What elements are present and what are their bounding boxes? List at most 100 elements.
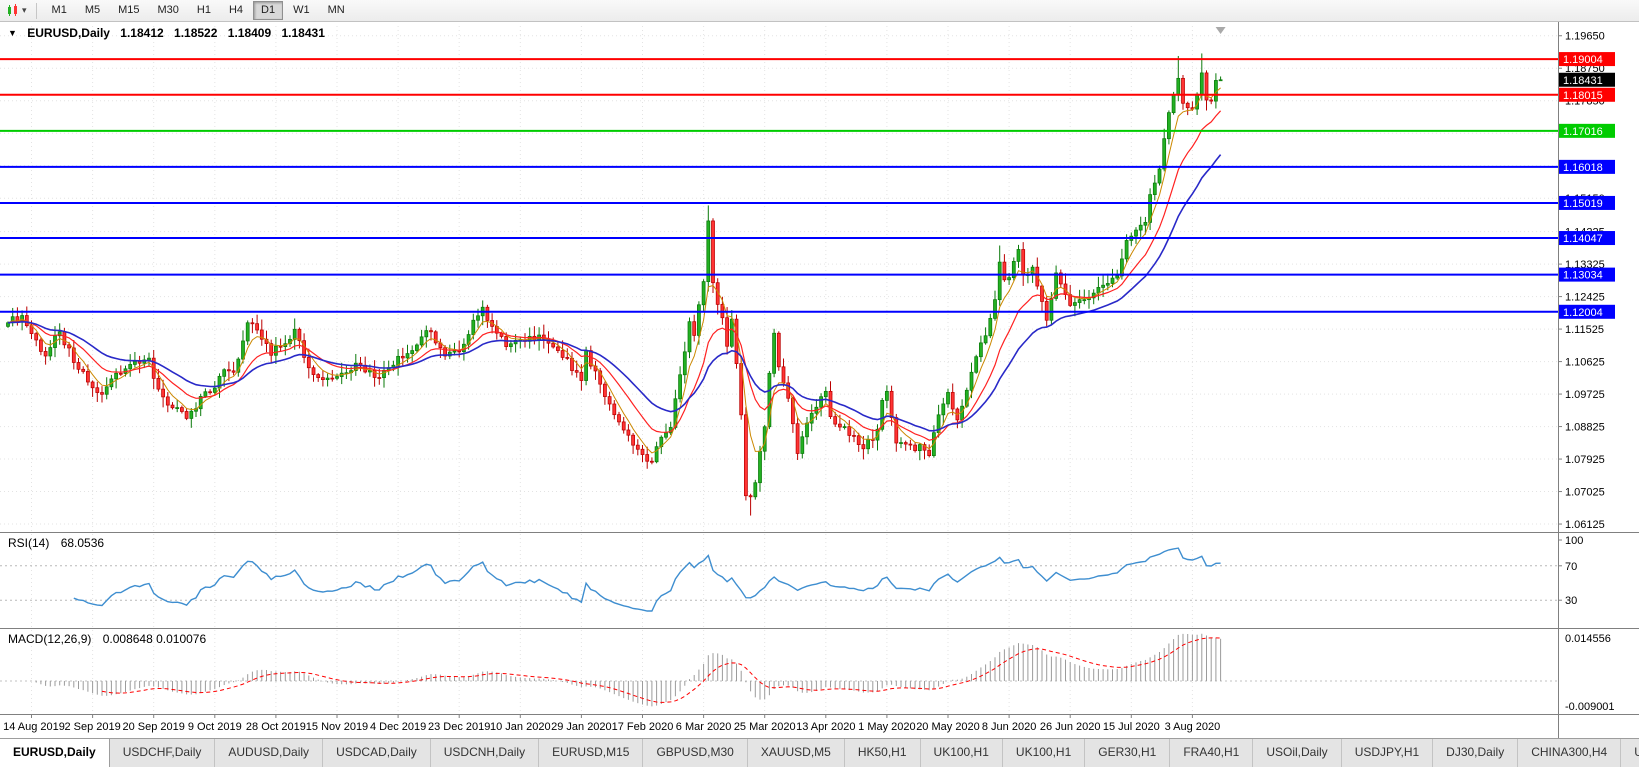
chart-type-icon[interactable]	[6, 3, 20, 18]
chart-tab-usdcnh-daily[interactable]: USDCNH,Daily	[431, 739, 540, 767]
toolbar-dropdown-caret-icon[interactable]: ▾	[22, 5, 27, 15]
chart-tab-usdcad-daily[interactable]: USDCAD,Daily	[323, 739, 431, 767]
timeframe-button-M5[interactable]: M5	[77, 1, 108, 20]
rsi-indicator-value: 68.0536	[60, 536, 105, 550]
svg-text:70: 70	[1565, 561, 1577, 573]
rsi-panel-label: RSI(14) 68.0536	[8, 536, 112, 550]
ma-26-line	[7, 154, 1222, 432]
price-badge-1.16018	[1559, 159, 1615, 174]
chart-tabs-bar: EURUSD,Daily USDCHF,Daily AUDUSD,Daily USDC…	[0, 738, 1639, 767]
chart-tab-eurusd-m15[interactable]: EURUSD,M15	[539, 739, 644, 767]
chart-tab-audusd-daily[interactable]: AUDUSD,Daily	[215, 739, 324, 767]
timeframe-button-W1[interactable]: W1	[285, 1, 318, 20]
top-toolbar: ▾ M1 M5 M15 M30 H1 H4 D1 W1 MN	[0, 0, 1639, 22]
toolbar-separator	[35, 2, 37, 19]
svg-text:1.15019: 1.15019	[1563, 198, 1603, 210]
svg-text:0.014556: 0.014556	[1565, 633, 1611, 645]
macd-panel-label: MACD(12,26,9) 0.008648 0.010076	[8, 632, 214, 646]
macd-histogram	[35, 633, 1222, 707]
price-badge-1.19004	[1559, 52, 1615, 67]
svg-text:1.07025: 1.07025	[1565, 487, 1605, 499]
ohlc-low: 1.18409	[227, 26, 272, 40]
timeframe-button-D1[interactable]: D1	[253, 1, 284, 20]
svg-text:13 Apr 2020: 13 Apr 2020	[796, 721, 855, 733]
svg-text:10 Jan 2020: 10 Jan 2020	[490, 721, 551, 733]
svg-text:4 Dec 2019: 4 Dec 2019	[370, 721, 426, 733]
svg-text:29 Jan 2020: 29 Jan 2020	[551, 721, 612, 733]
svg-text:1.11525: 1.11525	[1565, 324, 1604, 336]
svg-text:9 Oct 2019: 9 Oct 2019	[188, 721, 242, 733]
price-badge-1.14047	[1559, 231, 1615, 246]
svg-text:1.08825: 1.08825	[1565, 422, 1605, 434]
chart-tab-uk100-h1[interactable]: UK100,H1	[1003, 739, 1086, 767]
price-badge-1.15019	[1559, 195, 1615, 210]
svg-text:17 Feb 2020: 17 Feb 2020	[612, 721, 674, 733]
chart-tab-usoil-daily[interactable]: USOil,Daily	[1253, 739, 1342, 767]
timeframe-buttons: M1 M5 M15 M30 H1 H4 D1 W1 MN	[43, 1, 354, 20]
svg-text:23 Dec 2019: 23 Dec 2019	[428, 721, 490, 733]
svg-text:1.18015: 1.18015	[1563, 90, 1603, 102]
svg-text:1.07925: 1.07925	[1565, 454, 1605, 466]
price-badge-1.18431	[1559, 72, 1615, 87]
chart-symbol-label: EURUSD,Daily	[27, 26, 110, 40]
chart-tab-dj30-daily[interactable]: DJ30,Daily	[1433, 739, 1519, 767]
chart-tab-uk100-h1[interactable]: UK100,H1	[921, 739, 1003, 767]
ohlc-high: 1.18522	[174, 26, 218, 40]
svg-text:-0.009001: -0.009001	[1565, 701, 1615, 713]
timeframe-button-M1[interactable]: M1	[44, 1, 75, 20]
macd-indicator-name: MACD(12,26,9)	[8, 632, 92, 646]
chart-title: ▼ EURUSD,Daily 1.18412 1.18522 1.18409 1…	[8, 26, 332, 40]
chart-shift-marker[interactable]	[1215, 27, 1226, 34]
svg-text:30: 30	[1565, 595, 1577, 607]
svg-text:8 Jun 2020: 8 Jun 2020	[982, 721, 1036, 733]
rsi-line	[73, 547, 1221, 612]
timeframe-button-M30[interactable]: M30	[150, 1, 187, 20]
chart-tab-hk50-h1[interactable]: HK50,H1	[845, 739, 921, 767]
svg-text:28 Oct 2019: 28 Oct 2019	[246, 721, 306, 733]
timeframe-button-MN[interactable]: MN	[320, 1, 353, 20]
svg-text:1.12004: 1.12004	[1563, 307, 1603, 319]
svg-text:1.19004: 1.19004	[1563, 54, 1603, 66]
svg-text:1.18750: 1.18750	[1565, 63, 1605, 75]
svg-text:1.14047: 1.14047	[1563, 233, 1603, 245]
timeframe-button-H4[interactable]: H4	[221, 1, 251, 20]
candles-layer	[6, 53, 1223, 516]
chart-tab-xauusd-m5[interactable]: XAUUSD,M5	[748, 739, 845, 767]
timeframe-button-M15[interactable]: M15	[110, 1, 147, 20]
svg-text:1.18431: 1.18431	[1563, 75, 1603, 87]
svg-text:2 Sep 2019: 2 Sep 2019	[64, 721, 120, 733]
price-axis: 1.196501.187501.178501.169501.160501.151…	[1558, 31, 1615, 713]
price-badge-1.12004	[1559, 304, 1615, 319]
svg-text:20 May 2020: 20 May 2020	[916, 721, 980, 733]
price-badges: 1.19004 1.18015 1.17016 1.16018 1.15019 1.140…	[1559, 52, 1615, 319]
svg-text:1.16018: 1.16018	[1563, 162, 1603, 174]
rsi-indicator-name: RSI(14)	[8, 536, 50, 550]
ohlc-open: 1.18412	[120, 26, 164, 40]
date-axis: 14 Aug 2019 2 Sep 2019 20 Sep 2019 9 Oct 20…	[3, 714, 1220, 733]
svg-text:15 Jul 2020: 15 Jul 2020	[1103, 721, 1160, 733]
ma-5-line	[7, 87, 1221, 454]
svg-text:26 Jun 2020: 26 Jun 2020	[1040, 721, 1101, 733]
chart-tab-usdjpy-h1[interactable]: USDJPY,H1	[1342, 739, 1434, 767]
symbol-dropdown-icon[interactable]: ▼	[8, 28, 17, 38]
chart-tab-usdchf-daily[interactable]: USDCHF,Daily	[110, 739, 216, 767]
timeframe-button-H1[interactable]: H1	[189, 1, 219, 20]
svg-text:100: 100	[1565, 535, 1583, 547]
chart-tab-usoil-d[interactable]: USOil,D	[1621, 739, 1639, 767]
price-badge-1.18015	[1559, 87, 1615, 102]
svg-text:1.06125: 1.06125	[1565, 519, 1605, 531]
chart-tab-china300-h4[interactable]: CHINA300,H4	[1518, 739, 1622, 767]
chart-tab-fra40-h1[interactable]: FRA40,H1	[1170, 739, 1254, 767]
frame-layer	[0, 22, 1639, 738]
chart-tab-gbpusd-m30[interactable]: GBPUSD,M30	[643, 739, 748, 767]
svg-text:1.10625: 1.10625	[1565, 357, 1605, 369]
rsi-panel	[0, 547, 1558, 612]
chart-area[interactable]: 1.196501.187501.178501.169501.160501.151…	[0, 22, 1639, 738]
candlestick-glyph	[8, 3, 17, 16]
macd-signal-line	[101, 637, 1221, 703]
chart-tab-ger30-h1[interactable]: GER30,H1	[1085, 739, 1171, 767]
svg-text:1.17016: 1.17016	[1563, 126, 1603, 138]
svg-text:15 Nov 2019: 15 Nov 2019	[306, 721, 368, 733]
chart-tab-eurusd-daily[interactable]: EURUSD,Daily	[0, 739, 110, 767]
svg-text:25 Mar 2020: 25 Mar 2020	[734, 721, 796, 733]
